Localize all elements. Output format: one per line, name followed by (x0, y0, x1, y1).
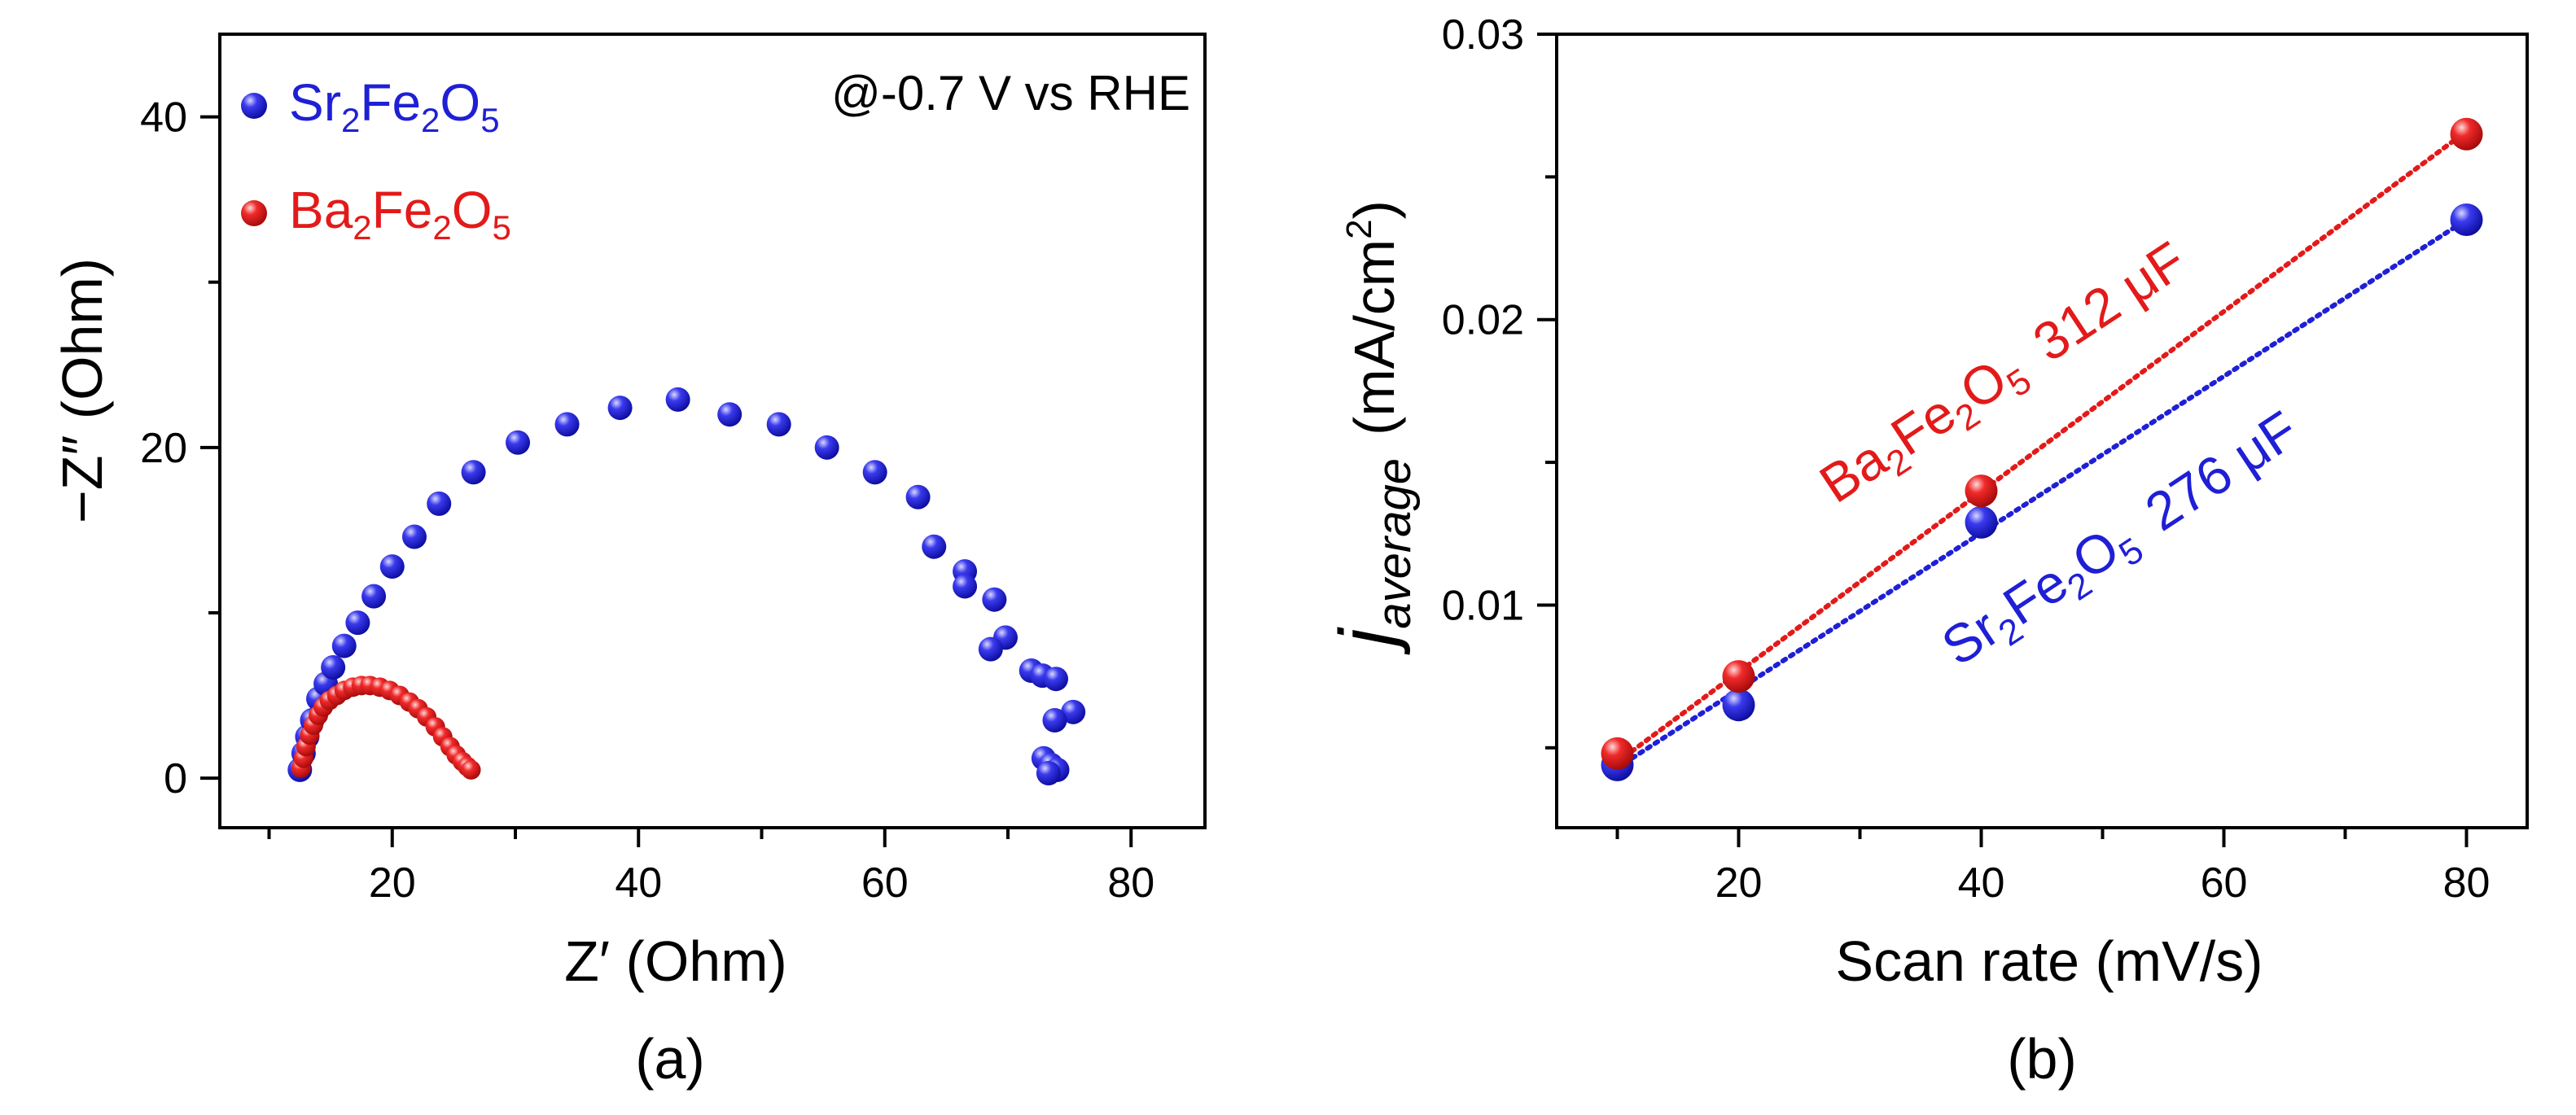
point-sr2fe2o5 (905, 484, 931, 509)
fit-line-sr2fe2o5 (1614, 216, 2469, 771)
point-sr2fe2o5 (554, 412, 580, 437)
point-sr2fe2o5 (1036, 760, 1061, 785)
panel-b-label: (b) (2007, 1027, 2077, 1091)
point-sr2fe2o5 (461, 460, 486, 485)
panel-a-x-tick-label: 60 (861, 859, 909, 907)
panel-a-label: (a) (635, 1027, 705, 1091)
point-sr2fe2o5 (401, 524, 427, 549)
legend-marker-ba2fe2o5 (241, 200, 267, 226)
point-sr2fe2o5 (717, 402, 743, 427)
panel-b: 20 40 60 800.010.020.03 Ba2Fe2O5312 μF Sr2F… (1324, 11, 2529, 1091)
panel-b-x-tick-label: 80 (2443, 859, 2491, 907)
panel-a-points (287, 387, 1086, 785)
legend-label-sr2fe2o5: Sr2Fe2O5 (289, 73, 500, 139)
panel-a-y-axis-label: −Z″ (Ohm) (50, 258, 114, 523)
point-ba2fe2o5 (1601, 737, 1634, 770)
panel-b-x-tick-label: 20 (1715, 859, 1763, 907)
point-sr2fe2o5 (427, 491, 452, 516)
point-sr2fe2o5 (953, 574, 978, 599)
panel-a-x-axis-label: Z′ (Ohm) (564, 929, 787, 993)
panel-b-ticks: 20 40 60 80 0.01 0.02 0.03 (1442, 11, 2491, 907)
point-sr2fe2o5 (766, 412, 791, 437)
annotation-ba2fe2o5-capacitance: Ba2Fe2O5312 μF (1809, 230, 2201, 521)
point-ba2fe2o5 (1965, 474, 1998, 508)
panel-a-y-tick-label: 0 (164, 755, 187, 802)
point-sr2fe2o5 (922, 534, 947, 559)
point-sr2fe2o5 (379, 554, 405, 579)
point-sr2fe2o5 (862, 460, 887, 485)
point-sr2fe2o5 (982, 587, 1007, 612)
point-sr2fe2o5 (1965, 505, 1998, 539)
panel-b-fit-lines (1614, 129, 2469, 771)
point-sr2fe2o5 (665, 387, 690, 412)
point-sr2fe2o5 (1061, 699, 1086, 724)
panel-b-x-axis-label: Scan rate (mV/s) (1835, 929, 2263, 993)
panel-a-ticks: 20 40 60 80 0 20 40 (140, 94, 1154, 907)
panel-a: 20 40 60 80 0 20 40 Sr2Fe2O5 Ba2Fe2O5 @-0.7 V … (50, 33, 1207, 1091)
legend-marker-sr2fe2o5 (241, 93, 267, 119)
point-ba2fe2o5 (461, 759, 481, 780)
panel-b-y-tick-label: 0.02 (1442, 297, 1524, 344)
point-ba2fe2o5 (2450, 117, 2483, 151)
panel-b-y-axis-label: javerage(mA/cm2) (1324, 200, 1421, 655)
panel-a-x-tick-label: 80 (1107, 859, 1154, 907)
point-sr2fe2o5 (2450, 203, 2483, 236)
point-sr2fe2o5 (506, 430, 531, 455)
legend-label-ba2fe2o5: Ba2Fe2O5 (289, 181, 511, 247)
panel-a-annotation: @-0.7 V vs RHE (831, 66, 1190, 120)
panel-a-plot-frame (218, 33, 1207, 829)
fit-line-ba2fe2o5 (1614, 129, 2469, 765)
point-ba2fe2o5 (1722, 660, 1755, 693)
panel-a-y-tick-label: 40 (140, 94, 187, 142)
point-sr2fe2o5 (345, 610, 370, 636)
point-sr2fe2o5 (607, 396, 633, 421)
panel-a-x-tick-label: 40 (615, 859, 662, 907)
panel-a-legend: Sr2Fe2O5 Ba2Fe2O5 (241, 73, 511, 247)
point-sr2fe2o5 (321, 654, 346, 680)
point-sr2fe2o5 (1043, 667, 1068, 692)
panel-b-x-tick-label: 40 (1958, 859, 2005, 907)
panel-b-plot-frame (1555, 33, 2529, 829)
panel-a-x-tick-label: 20 (369, 859, 416, 907)
panel-b-points (1601, 117, 2483, 781)
point-sr2fe2o5 (1722, 689, 1755, 722)
panel-b-y-tick-label: 0.03 (1442, 11, 1524, 59)
panel-b-y-tick-label: 0.01 (1442, 582, 1524, 629)
point-sr2fe2o5 (978, 636, 1003, 662)
point-sr2fe2o5 (1042, 707, 1067, 732)
panel-b-x-tick-label: 60 (2201, 859, 2248, 907)
point-sr2fe2o5 (331, 633, 357, 658)
point-sr2fe2o5 (361, 584, 387, 609)
point-sr2fe2o5 (814, 435, 839, 460)
panel-a-y-tick-label: 20 (140, 425, 187, 472)
